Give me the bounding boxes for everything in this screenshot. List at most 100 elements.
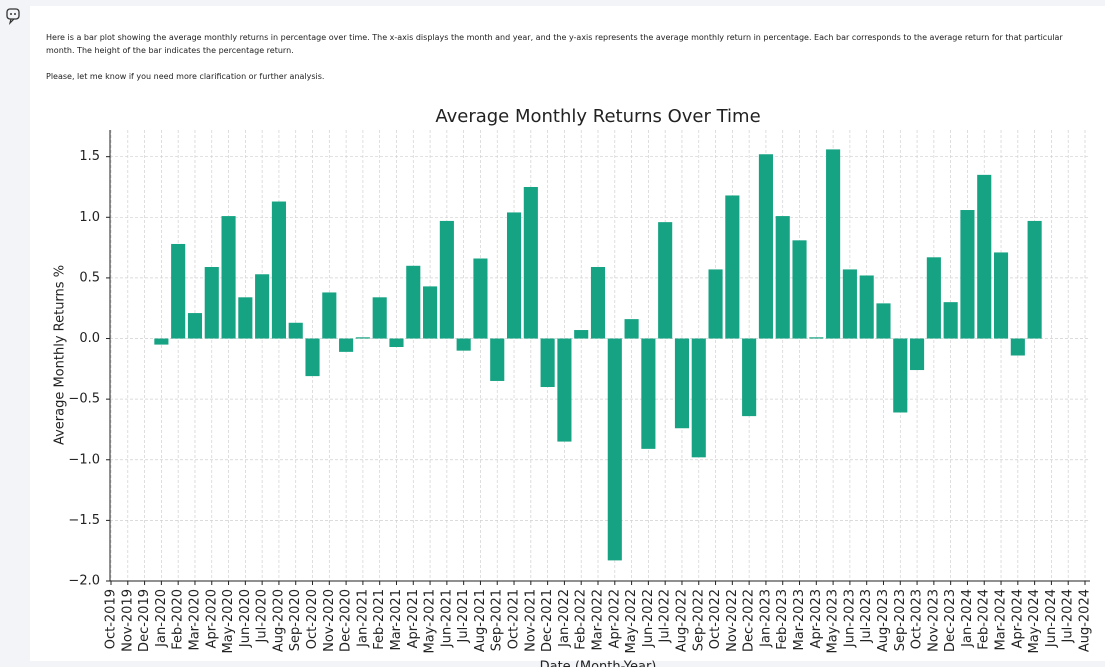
x-tick-label: Jan-2023 bbox=[758, 589, 773, 648]
y-tick-label: 0.0 bbox=[79, 331, 100, 346]
x-tick-label: Oct-2021 bbox=[507, 589, 522, 649]
bar bbox=[742, 338, 757, 417]
bar bbox=[859, 275, 874, 339]
bar bbox=[674, 338, 690, 429]
x-tick-label: May-2021 bbox=[423, 589, 438, 653]
x-tick-label: Jun-2023 bbox=[842, 589, 857, 648]
x-tick-label: Apr-2020 bbox=[204, 589, 219, 648]
x-tick-label: May-2020 bbox=[221, 589, 236, 653]
x-tick-label: Feb-2022 bbox=[574, 589, 589, 650]
x-tick-label: Mar-2023 bbox=[792, 589, 807, 650]
x-tick-label: Jan-2024 bbox=[960, 589, 975, 648]
x-tick-label: Jul-2020 bbox=[255, 589, 270, 643]
x-tick-label: Dec-2020 bbox=[339, 589, 354, 652]
bar bbox=[842, 269, 857, 339]
x-tick-label: Nov-2021 bbox=[523, 589, 538, 652]
x-tick-label: May-2022 bbox=[624, 589, 639, 653]
message-text: Here is a bar plot showing the average m… bbox=[46, 33, 1063, 55]
x-tick-label: Jul-2023 bbox=[859, 589, 874, 643]
bar bbox=[960, 210, 975, 339]
x-tick-label: Feb-2023 bbox=[775, 589, 790, 650]
bar bbox=[506, 212, 522, 339]
x-tick-label: Aug-2021 bbox=[473, 589, 488, 652]
bar bbox=[876, 303, 891, 339]
x-tick-label: Oct-2019 bbox=[104, 589, 119, 649]
y-tick-label: 0.5 bbox=[79, 270, 100, 285]
bar bbox=[641, 338, 656, 449]
bar bbox=[1010, 338, 1025, 356]
x-tick-label: Oct-2020 bbox=[305, 589, 320, 649]
bar bbox=[406, 265, 421, 339]
y-tick-label: −2.0 bbox=[68, 574, 100, 589]
x-tick-label: Nov-2020 bbox=[322, 589, 337, 652]
x-tick-label: Sep-2021 bbox=[490, 589, 505, 651]
x-tick-label: Apr-2022 bbox=[607, 589, 622, 648]
bar bbox=[490, 338, 505, 381]
bar bbox=[758, 154, 773, 339]
x-axis-label: Date (Month-Year) bbox=[540, 660, 657, 667]
bar bbox=[590, 266, 606, 339]
x-tick-label: Sep-2020 bbox=[288, 589, 303, 651]
bar bbox=[1027, 220, 1042, 339]
bar bbox=[943, 302, 958, 339]
bar bbox=[322, 292, 337, 339]
x-tick-label: Apr-2024 bbox=[1010, 589, 1025, 648]
chart-title: Average Monthly Returns Over Time bbox=[435, 106, 760, 127]
bar bbox=[607, 338, 622, 561]
assistant-icon bbox=[6, 8, 20, 25]
bar bbox=[238, 297, 253, 339]
bar bbox=[523, 186, 538, 339]
bar bbox=[372, 297, 387, 339]
bar bbox=[439, 220, 454, 339]
x-tick-label: Aug-2024 bbox=[1078, 589, 1093, 652]
bar bbox=[658, 222, 673, 339]
x-tick-label: Mar-2024 bbox=[994, 589, 1009, 650]
x-tick-label: Nov-2022 bbox=[725, 589, 740, 652]
y-tick-label: 1.0 bbox=[79, 210, 100, 225]
bar bbox=[624, 319, 639, 339]
x-tick-label: Jan-2020 bbox=[154, 589, 169, 648]
x-tick-label: Jul-2021 bbox=[456, 589, 471, 643]
x-tick-label: Jun-2021 bbox=[439, 589, 454, 648]
x-tick-label: Jan-2022 bbox=[557, 589, 572, 648]
y-tick-label: −0.5 bbox=[68, 392, 100, 407]
x-tick-label: Dec-2023 bbox=[943, 589, 958, 652]
x-tick-label: Mar-2021 bbox=[389, 589, 404, 650]
bar bbox=[775, 216, 790, 339]
bar bbox=[574, 330, 589, 339]
x-tick-label: Jan-2021 bbox=[355, 589, 370, 648]
x-tick-label: Dec-2019 bbox=[137, 589, 152, 652]
bar bbox=[339, 338, 354, 352]
x-tick-label: Aug-2022 bbox=[674, 589, 689, 652]
x-tick-label: Feb-2024 bbox=[977, 589, 992, 650]
x-tick-label: Apr-2023 bbox=[809, 589, 824, 648]
bar bbox=[792, 240, 807, 339]
bar bbox=[826, 149, 841, 339]
x-tick-label: Aug-2020 bbox=[271, 589, 286, 652]
x-tick-label: Dec-2022 bbox=[742, 589, 757, 652]
x-tick-label: Mar-2022 bbox=[591, 589, 606, 650]
bar bbox=[977, 174, 992, 339]
x-tick-label: Nov-2023 bbox=[926, 589, 941, 652]
bar bbox=[355, 337, 370, 339]
x-tick-label: Oct-2022 bbox=[708, 589, 723, 649]
bar bbox=[473, 258, 488, 339]
x-tick-label: Apr-2021 bbox=[406, 589, 421, 648]
bar bbox=[171, 243, 186, 339]
x-tick-label: Dec-2021 bbox=[540, 589, 555, 652]
x-tick-label: Mar-2020 bbox=[187, 589, 202, 650]
y-tick-label: 1.5 bbox=[79, 149, 100, 164]
x-tick-label: Nov-2019 bbox=[120, 589, 135, 652]
bar bbox=[809, 337, 824, 339]
x-tick-label: May-2024 bbox=[1027, 589, 1042, 653]
bar bbox=[893, 338, 908, 413]
x-tick-label: Jun-2022 bbox=[641, 589, 656, 648]
bar bbox=[708, 269, 723, 339]
x-tick-label: Jul-2024 bbox=[1061, 589, 1076, 643]
bar bbox=[691, 338, 706, 458]
message-text: Please, let me know if you need more cla… bbox=[46, 72, 325, 81]
bar bbox=[910, 338, 925, 371]
x-tick-label: Feb-2020 bbox=[171, 589, 186, 650]
